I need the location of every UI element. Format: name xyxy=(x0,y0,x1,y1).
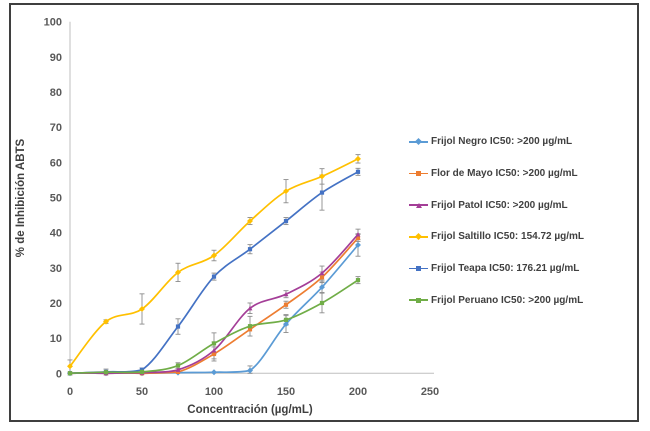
marker-frijol-saltillo-200 xyxy=(355,155,361,162)
chart-legend: Frijol Negro IC50: >200 µg/mL Flor de May… xyxy=(409,126,644,316)
y-tick-label-90: 90 xyxy=(50,52,62,64)
marker-frijol-teapa-150 xyxy=(283,218,289,224)
marker-frijol-peruano-200 xyxy=(355,278,361,283)
legend-swatch-frijol-peruano xyxy=(409,297,428,304)
y-tick-label-30: 30 xyxy=(50,263,62,275)
x-tick-label-0: 0 xyxy=(67,386,73,398)
legend-swatch-frijol-teapa xyxy=(409,265,428,272)
error-bars xyxy=(67,154,361,374)
marker-flor-de-mayo-200 xyxy=(355,235,361,241)
marker-frijol-patol-150 xyxy=(283,291,289,297)
marker-frijol-peruano-100 xyxy=(211,341,217,346)
legend-label-flor-de-mayo: Flor de Mayo IC50: >200 µg/mL xyxy=(431,168,578,180)
legend-item-frijol-patol: Frijol Patol IC50: >200 µg/mL xyxy=(409,189,644,221)
legend-item-frijol-negro: Frijol Negro IC50: >200 µg/mL xyxy=(409,126,644,158)
marker-frijol-teapa-100 xyxy=(211,274,217,279)
marker-frijol-teapa-175 xyxy=(319,190,325,195)
legend-marker-icon xyxy=(416,202,422,208)
marker-flor-de-mayo-150 xyxy=(283,302,289,307)
marker-frijol-negro-200 xyxy=(355,241,361,248)
legend-swatch-frijol-negro xyxy=(409,138,428,146)
chart-outer-frame xyxy=(9,3,639,422)
plot-axes: 0 10 20 30 40 50 60 70 80 90 100 0 50 100 150 200 250 xyxy=(44,17,440,398)
marker-frijol-peruano-150 xyxy=(283,317,289,322)
legend-swatch-frijol-patol xyxy=(409,202,428,209)
x-tick-label-200: 200 xyxy=(349,386,367,398)
marker-frijol-teapa-50 xyxy=(139,367,145,372)
y-tick-label-40: 40 xyxy=(50,228,62,240)
marker-frijol-patol-125 xyxy=(247,305,253,311)
y-tick-label-50: 50 xyxy=(50,193,62,205)
legend-marker-icon xyxy=(414,233,423,241)
y-tick-label-0: 0 xyxy=(56,368,62,380)
legend-item-frijol-peruano: Frijol Peruano IC50: >200 µg/mL xyxy=(409,284,644,316)
marker-frijol-peruano-175 xyxy=(319,300,325,306)
x-tick-label-150: 150 xyxy=(277,386,295,398)
y-tick-label-100: 100 xyxy=(44,17,62,29)
legend-label-frijol-teapa: Frijol Teapa IC50: 176.21 µg/mL xyxy=(431,263,580,275)
marker-frijol-peruano-50 xyxy=(139,369,145,374)
legend-swatch-frijol-saltillo xyxy=(409,233,428,241)
marker-flor-de-mayo-125 xyxy=(247,327,253,332)
legend-label-frijol-patol: Frijol Patol IC50: >200 µg/mL xyxy=(431,199,568,211)
y-tick-label-70: 70 xyxy=(50,122,62,134)
y-tick-label-20: 20 xyxy=(50,298,62,310)
marker-frijol-saltillo-125 xyxy=(247,218,253,225)
marker-flor-de-mayo-75 xyxy=(175,369,181,374)
marker-frijol-negro-100 xyxy=(211,369,217,376)
marker-frijol-peruano-75 xyxy=(175,363,181,368)
legend-item-frijol-teapa: Frijol Teapa IC50: 176.21 µg/mL xyxy=(409,253,644,285)
marker-frijol-saltillo-175 xyxy=(319,173,325,180)
x-tick-label-100: 100 xyxy=(205,386,223,398)
y-tick-label-10: 10 xyxy=(50,333,62,345)
marker-flor-de-mayo-100 xyxy=(211,351,217,357)
legend-marker-icon xyxy=(416,266,421,272)
y-axis-title: % de Inhibición ABTS xyxy=(15,138,27,257)
series-lines xyxy=(67,155,361,377)
legend-marker-icon xyxy=(416,297,421,303)
y-tick-label-60: 60 xyxy=(50,157,62,169)
legend-label-frijol-negro: Frijol Negro IC50: >200 µg/mL xyxy=(431,136,573,148)
marker-frijol-teapa-125 xyxy=(247,247,253,252)
legend-item-flor-de-mayo: Flor de Mayo IC50: >200 µg/mL xyxy=(409,158,644,190)
marker-frijol-teapa-75 xyxy=(175,324,181,329)
marker-frijol-peruano-25 xyxy=(103,370,109,375)
marker-frijol-peruano-0 xyxy=(67,371,73,376)
series-frijol-peruano xyxy=(67,278,361,376)
legend-marker-icon xyxy=(416,171,421,177)
legend-swatch-flor-de-mayo xyxy=(409,170,428,177)
x-tick-label-50: 50 xyxy=(136,386,148,398)
marker-frijol-saltillo-150 xyxy=(283,188,289,195)
marker-frijol-patol-200 xyxy=(355,231,361,237)
legend-marker-icon xyxy=(414,138,423,146)
marker-frijol-patol-75 xyxy=(175,367,181,372)
x-tick-label-250: 250 xyxy=(421,386,439,398)
legend-item-frijol-saltillo: Frijol Saltillo IC50: 154.72 µg/mL xyxy=(409,221,644,253)
legend-label-frijol-peruano: Frijol Peruano IC50: >200 µg/mL xyxy=(431,294,584,306)
x-axis-title: Concentración (µg/mL) xyxy=(187,404,313,416)
marker-frijol-patol-100 xyxy=(211,347,217,353)
marker-frijol-peruano-125 xyxy=(247,324,253,329)
legend-label-frijol-saltillo: Frijol Saltillo IC50: 154.72 µg/mL xyxy=(431,231,585,243)
marker-flor-de-mayo-175 xyxy=(319,275,325,280)
marker-frijol-patol-175 xyxy=(319,270,325,276)
marker-frijol-teapa-200 xyxy=(355,169,361,174)
y-tick-label-80: 80 xyxy=(50,87,62,99)
